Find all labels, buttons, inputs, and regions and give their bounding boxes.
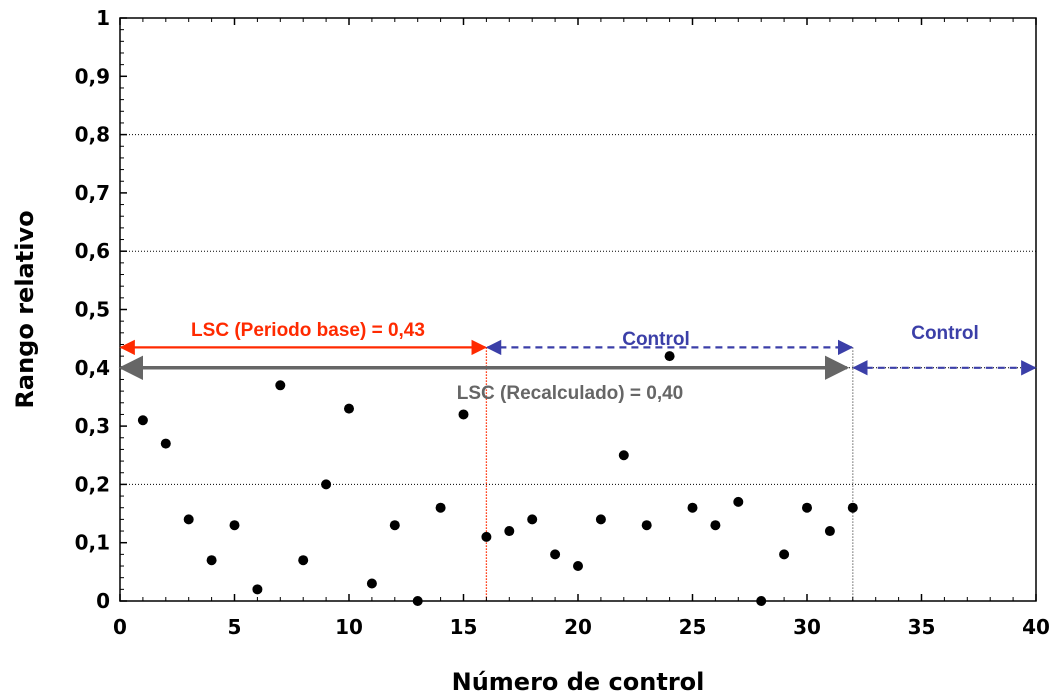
x-tick-label: 40 — [1022, 615, 1050, 639]
data-point — [595, 514, 606, 525]
data-point — [710, 520, 721, 531]
y-tick-label: 0,6 — [75, 239, 110, 263]
x-tick-label: 15 — [450, 615, 478, 639]
data-point — [435, 502, 446, 513]
data-point — [847, 502, 858, 513]
y-tick-label: 1 — [96, 6, 110, 30]
y-tick-label: 0,8 — [75, 123, 110, 147]
y-axis-title: Rango relativo — [11, 210, 39, 408]
data-point — [412, 596, 423, 606]
data-point — [802, 502, 812, 513]
data-point — [618, 450, 629, 461]
x-tick-label: 25 — [679, 615, 707, 639]
data-point — [664, 351, 675, 362]
data-point — [160, 438, 171, 449]
x-tick-label: 20 — [564, 615, 592, 639]
data-point — [733, 496, 744, 507]
data-point — [298, 555, 309, 566]
data-point — [344, 403, 354, 414]
annotation-arrows: LSC (Periodo base) = 0,43 Control LSC (Rec… — [118, 320, 1037, 404]
lsc-base-label: LSC (Periodo base) = 0,43 — [191, 320, 425, 341]
x-tick-label: 10 — [335, 615, 363, 639]
vertical-reference-lines — [485, 347, 854, 601]
data-point — [137, 415, 148, 426]
data-point — [641, 520, 652, 531]
data-point — [321, 479, 332, 490]
data-point — [573, 561, 583, 572]
x-tick-label: 5 — [228, 615, 242, 639]
data-point — [458, 409, 469, 420]
data-points — [137, 351, 858, 606]
data-point — [275, 380, 286, 391]
data-point — [481, 531, 492, 542]
data-point — [252, 584, 263, 595]
data-point — [389, 520, 400, 531]
data-point — [550, 549, 561, 560]
x-tick-label: 35 — [908, 615, 936, 639]
y-tick-label: 0 — [96, 589, 110, 613]
data-point — [183, 514, 194, 525]
grid-lines — [120, 134, 1036, 485]
data-point — [206, 555, 217, 566]
y-tick-label: 0,3 — [75, 414, 110, 438]
control-2-label: Control — [911, 323, 979, 344]
plot-area-frame — [119, 17, 1037, 602]
x-tick-label: 30 — [793, 615, 821, 639]
y-tick-label: 0,1 — [75, 531, 110, 555]
data-point — [756, 596, 767, 606]
y-tick-label: 0,4 — [75, 356, 110, 380]
y-tick-label: 0,5 — [75, 298, 110, 322]
data-point — [504, 526, 515, 537]
control-1-label: Control — [622, 329, 690, 350]
data-point — [687, 502, 698, 513]
x-tick-label: 0 — [113, 615, 127, 639]
data-point — [366, 578, 377, 589]
x-axis-title: Número de control — [452, 668, 705, 696]
axis-ticks: 00,10,20,30,40,50,60,70,80,910 5 10 15 20 25 3… — [75, 6, 1050, 639]
data-point — [229, 520, 240, 531]
y-tick-label: 0,2 — [75, 472, 110, 496]
data-point — [779, 549, 790, 560]
y-tick-label: 0,9 — [75, 64, 110, 88]
data-point — [824, 526, 835, 537]
lsc-recalc-label: LSC (Recalculado) = 0,40 — [457, 383, 684, 404]
data-point — [527, 514, 538, 525]
y-tick-label: 0,7 — [75, 181, 110, 205]
